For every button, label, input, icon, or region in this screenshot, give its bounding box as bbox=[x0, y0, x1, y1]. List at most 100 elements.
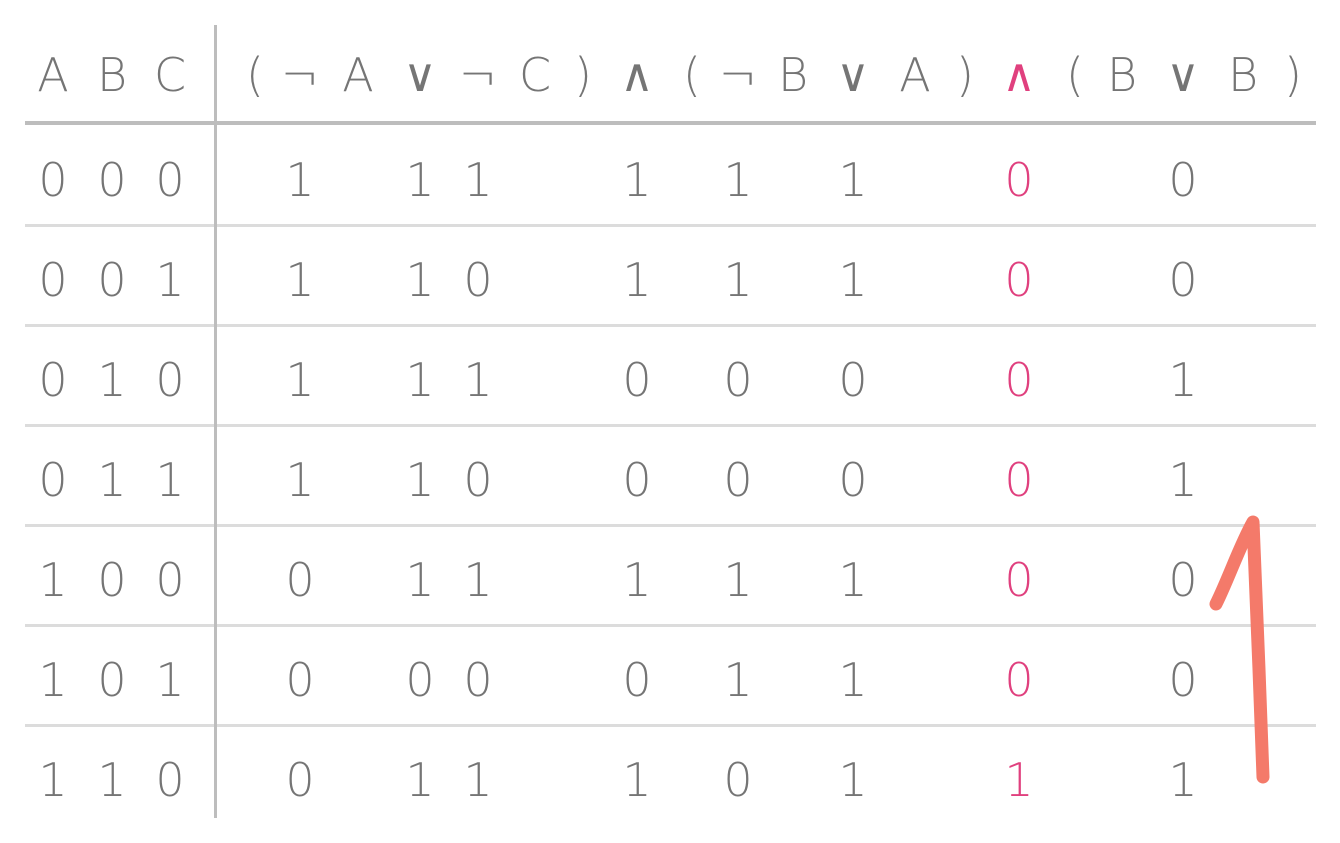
input-value: 1 bbox=[38, 753, 68, 807]
subexpression-value: 0 bbox=[723, 453, 753, 507]
subexpression-value: 0 bbox=[1168, 553, 1198, 607]
expression-token: ) bbox=[1284, 48, 1302, 102]
input-value: 0 bbox=[38, 353, 68, 407]
input-value: 0 bbox=[38, 253, 68, 307]
expression-token: ¬ bbox=[458, 48, 498, 102]
expression-token: C bbox=[518, 48, 552, 102]
row-divider bbox=[25, 324, 1316, 327]
subexpression-value: 0 bbox=[463, 453, 493, 507]
result-value: 0 bbox=[1004, 153, 1034, 207]
arrow-stroke bbox=[1209, 515, 1270, 784]
subexpression-value: 0 bbox=[1168, 153, 1198, 207]
subexpression-value: 1 bbox=[622, 153, 652, 207]
subexpression-value: 0 bbox=[463, 253, 493, 307]
input-value: 1 bbox=[97, 753, 127, 807]
header-variable-b: B bbox=[96, 48, 128, 102]
subexpression-value: 1 bbox=[1168, 453, 1198, 507]
subexpression-value: 1 bbox=[622, 553, 652, 607]
subexpression-value: 1 bbox=[463, 353, 493, 407]
row-divider bbox=[25, 524, 1316, 527]
input-value: 1 bbox=[38, 653, 68, 707]
input-value: 0 bbox=[155, 153, 185, 207]
expression-token: A bbox=[342, 48, 374, 102]
subexpression-value: 0 bbox=[723, 753, 753, 807]
row-divider bbox=[25, 624, 1316, 627]
expression-token: A bbox=[899, 48, 931, 102]
result-value: 0 bbox=[1004, 253, 1034, 307]
subexpression-value: 1 bbox=[838, 653, 868, 707]
subexpression-value: 1 bbox=[405, 253, 435, 307]
result-value: 1 bbox=[1004, 753, 1034, 807]
expression-token: ( bbox=[683, 48, 701, 102]
row-divider bbox=[25, 424, 1316, 427]
expression-token: B bbox=[777, 48, 809, 102]
subexpression-value: 1 bbox=[838, 253, 868, 307]
subexpression-value: 1 bbox=[723, 153, 753, 207]
input-value: 0 bbox=[155, 553, 185, 607]
input-value: 0 bbox=[38, 453, 68, 507]
subexpression-value: 0 bbox=[1168, 653, 1198, 707]
main-operator: ∧ bbox=[1002, 48, 1036, 102]
input-value: 0 bbox=[97, 553, 127, 607]
subexpression-value: 1 bbox=[838, 753, 868, 807]
expression-token: ( bbox=[1066, 48, 1084, 102]
input-value: 1 bbox=[97, 453, 127, 507]
subexpression-value: 1 bbox=[405, 753, 435, 807]
subexpression-value: 1 bbox=[723, 253, 753, 307]
header-rule bbox=[25, 121, 1316, 125]
result-value: 0 bbox=[1004, 453, 1034, 507]
expression-token: ∨ bbox=[836, 48, 870, 102]
header-variable-c: C bbox=[153, 48, 187, 102]
subexpression-value: 1 bbox=[285, 453, 315, 507]
subexpression-value: 1 bbox=[285, 253, 315, 307]
subexpression-value: 0 bbox=[463, 653, 493, 707]
result-value: 0 bbox=[1004, 653, 1034, 707]
input-value: 0 bbox=[97, 253, 127, 307]
expression-token: ∧ bbox=[620, 48, 654, 102]
input-divider bbox=[214, 25, 217, 818]
input-value: 1 bbox=[97, 353, 127, 407]
input-value: 0 bbox=[97, 153, 127, 207]
expression-token: ∨ bbox=[1166, 48, 1200, 102]
subexpression-value: 0 bbox=[622, 453, 652, 507]
expression-token: ¬ bbox=[718, 48, 758, 102]
header-variable-a: A bbox=[37, 48, 69, 102]
result-value: 0 bbox=[1004, 553, 1034, 607]
expression-token: ) bbox=[956, 48, 974, 102]
subexpression-value: 0 bbox=[622, 353, 652, 407]
result-value: 0 bbox=[1004, 353, 1034, 407]
expression-token: ) bbox=[574, 48, 592, 102]
row-divider bbox=[25, 724, 1316, 727]
input-value: 1 bbox=[155, 453, 185, 507]
subexpression-value: 0 bbox=[838, 453, 868, 507]
subexpression-value: 1 bbox=[723, 653, 753, 707]
expression-token: ∨ bbox=[403, 48, 437, 102]
subexpression-value: 0 bbox=[1168, 253, 1198, 307]
subexpression-value: 0 bbox=[723, 353, 753, 407]
subexpression-value: 0 bbox=[285, 553, 315, 607]
input-value: 0 bbox=[38, 153, 68, 207]
input-value: 0 bbox=[155, 353, 185, 407]
subexpression-value: 1 bbox=[622, 753, 652, 807]
input-value: 0 bbox=[155, 753, 185, 807]
subexpression-value: 0 bbox=[405, 653, 435, 707]
subexpression-value: 1 bbox=[463, 553, 493, 607]
input-value: 1 bbox=[155, 253, 185, 307]
subexpression-value: 1 bbox=[1168, 353, 1198, 407]
subexpression-value: 1 bbox=[285, 353, 315, 407]
subexpression-value: 0 bbox=[838, 353, 868, 407]
subexpression-value: 1 bbox=[1168, 753, 1198, 807]
subexpression-value: 1 bbox=[405, 553, 435, 607]
subexpression-value: 1 bbox=[463, 753, 493, 807]
input-value: 0 bbox=[97, 653, 127, 707]
subexpression-value: 0 bbox=[622, 653, 652, 707]
row-divider bbox=[25, 224, 1316, 227]
expression-token: ( bbox=[246, 48, 264, 102]
subexpression-value: 1 bbox=[463, 153, 493, 207]
subexpression-value: 0 bbox=[285, 653, 315, 707]
subexpression-value: 0 bbox=[285, 753, 315, 807]
expression-token: B bbox=[1106, 48, 1138, 102]
input-value: 1 bbox=[38, 553, 68, 607]
subexpression-value: 1 bbox=[405, 153, 435, 207]
